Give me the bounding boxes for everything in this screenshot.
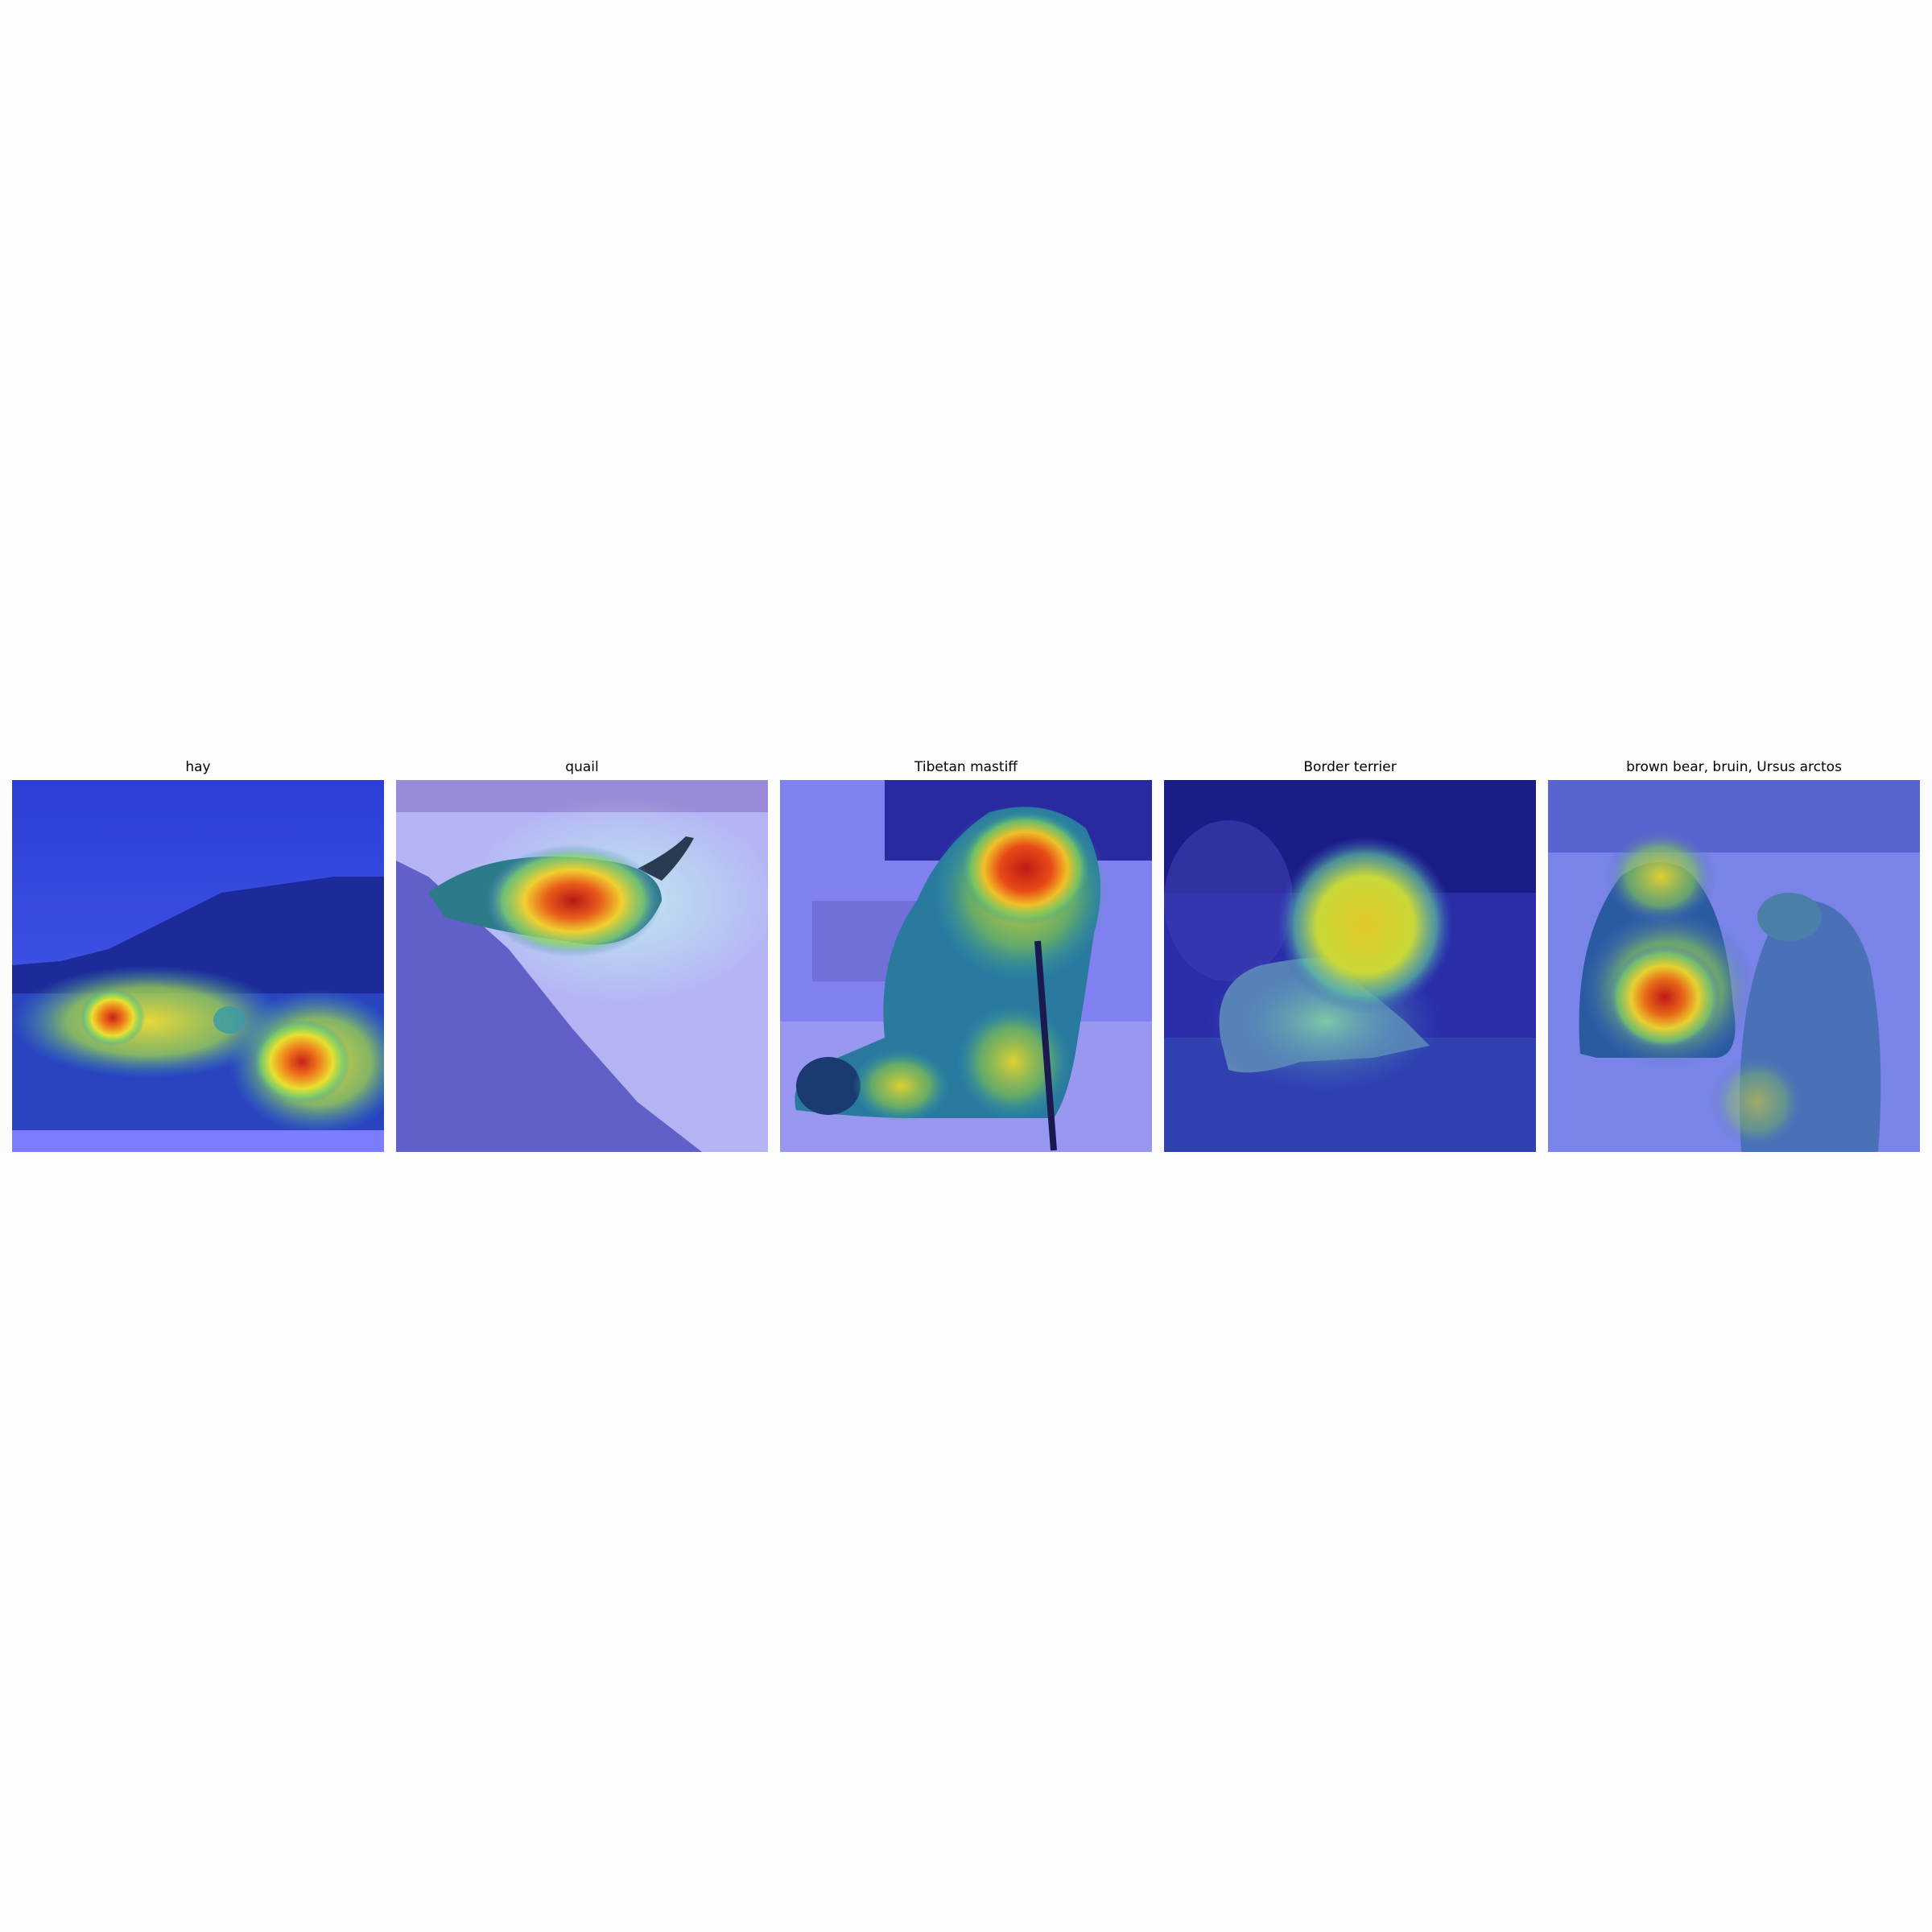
panel-hay: hay	[12, 758, 384, 1152]
hay-heatmap-image	[12, 780, 384, 1152]
panel-title: brown bear, bruin, Ursus arctos	[1626, 759, 1842, 775]
quail-heatmap-image	[396, 780, 768, 1152]
panel-title: Tibetan mastiff	[914, 759, 1018, 775]
panel-title: quail	[565, 759, 599, 775]
panel-title: hay	[185, 759, 211, 775]
border-terrier-heatmap-image	[1164, 780, 1536, 1152]
tibetan-mastiff-heatmap-image	[780, 780, 1152, 1152]
panel-quail: quail	[396, 758, 768, 1152]
panel-border-terrier: Border terrier	[1164, 758, 1536, 1152]
panel-brown-bear: brown bear, bruin, Ursus arctos	[1548, 758, 1920, 1152]
brown-bear-heatmap-image	[1548, 780, 1920, 1152]
panel-title: Border terrier	[1303, 759, 1397, 775]
panel-tibetan-mastiff: Tibetan mastiff	[780, 758, 1152, 1152]
